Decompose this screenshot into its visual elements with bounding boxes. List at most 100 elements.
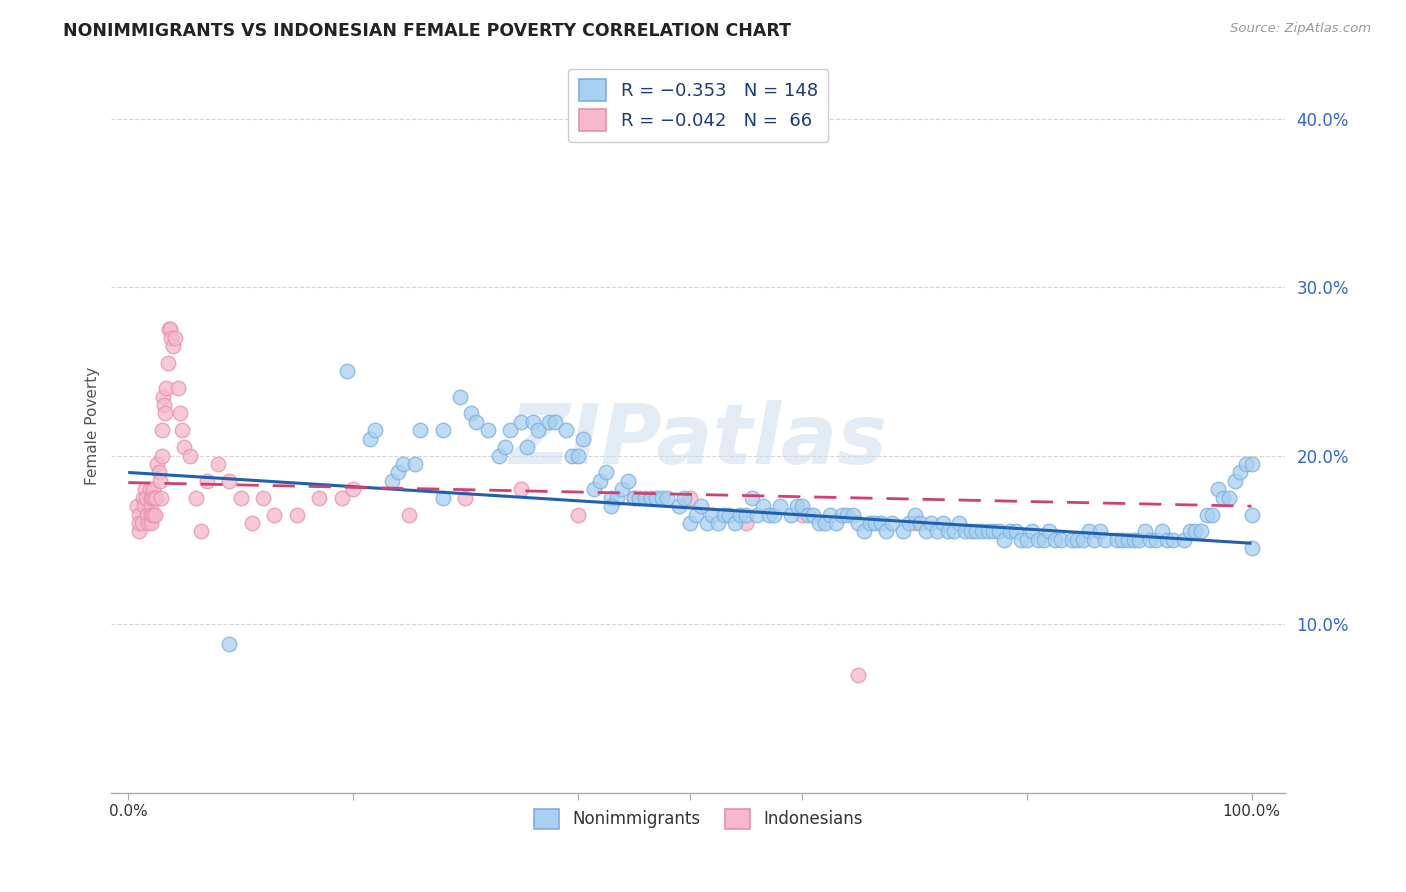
Point: [713, 508, 735, 522]
Point: [1161, 533, 1184, 547]
Point: [640, 491, 662, 505]
Point: [1240, 457, 1263, 471]
Point: [998, 524, 1021, 539]
Point: [207, 457, 229, 471]
Point: [153, 398, 176, 412]
Point: [1105, 533, 1128, 547]
Point: [920, 516, 942, 530]
Point: [1116, 533, 1139, 547]
Point: [150, 423, 173, 437]
Point: [914, 524, 936, 539]
Point: [942, 524, 965, 539]
Point: [1201, 508, 1223, 522]
Point: [128, 524, 150, 539]
Point: [1122, 533, 1144, 547]
Point: [195, 474, 218, 488]
Point: [404, 457, 426, 471]
Point: [184, 491, 207, 505]
Point: [1010, 533, 1032, 547]
Point: [1150, 524, 1173, 539]
Point: [831, 508, 853, 522]
Point: [1229, 466, 1251, 480]
Point: [981, 524, 1004, 539]
Point: [600, 491, 623, 505]
Point: [897, 516, 920, 530]
Point: [595, 466, 617, 480]
Point: [758, 508, 780, 522]
Point: [162, 339, 184, 353]
Point: [623, 491, 645, 505]
Point: [1077, 524, 1099, 539]
Point: [1240, 541, 1263, 556]
Point: [1133, 524, 1156, 539]
Point: [240, 516, 263, 530]
Point: [449, 390, 471, 404]
Point: [673, 491, 696, 505]
Text: Source: ZipAtlas.com: Source: ZipAtlas.com: [1230, 22, 1371, 36]
Point: [465, 415, 488, 429]
Point: [863, 516, 886, 530]
Point: [155, 381, 177, 395]
Point: [165, 331, 187, 345]
Point: [803, 508, 825, 522]
Point: [229, 491, 252, 505]
Point: [157, 322, 180, 336]
Point: [218, 637, 240, 651]
Point: [1015, 533, 1038, 547]
Point: [1184, 524, 1206, 539]
Point: [1049, 533, 1071, 547]
Point: [735, 508, 758, 522]
Point: [460, 407, 482, 421]
Point: [1066, 533, 1088, 547]
Point: [842, 508, 865, 522]
Point: [190, 524, 212, 539]
Point: [510, 483, 533, 497]
Point: [359, 432, 381, 446]
Point: [516, 440, 538, 454]
Point: [1156, 533, 1178, 547]
Point: [381, 474, 404, 488]
Point: [152, 390, 174, 404]
Point: [173, 440, 195, 454]
Point: [780, 508, 803, 522]
Point: [494, 440, 516, 454]
Point: [166, 381, 188, 395]
Point: [263, 508, 285, 522]
Point: [477, 423, 499, 437]
Point: [139, 508, 162, 522]
Point: [138, 483, 160, 497]
Point: [1139, 533, 1161, 547]
Point: [398, 508, 420, 522]
Point: [454, 491, 477, 505]
Point: [567, 449, 589, 463]
Text: ZIPatlas: ZIPatlas: [509, 401, 887, 482]
Point: [149, 491, 172, 505]
Point: [148, 466, 170, 480]
Point: [364, 423, 387, 437]
Point: [135, 491, 157, 505]
Point: [139, 491, 162, 505]
Point: [735, 516, 758, 530]
Point: [149, 474, 172, 488]
Point: [1218, 491, 1240, 505]
Point: [718, 508, 741, 522]
Point: [848, 516, 870, 530]
Point: [936, 524, 959, 539]
Point: [561, 449, 583, 463]
Point: [1128, 533, 1150, 547]
Point: [252, 491, 274, 505]
Point: [903, 508, 925, 522]
Point: [908, 516, 931, 530]
Point: [1094, 533, 1116, 547]
Point: [527, 423, 550, 437]
Point: [1060, 533, 1083, 547]
Point: [792, 499, 814, 513]
Point: [1234, 457, 1257, 471]
Point: [131, 516, 153, 530]
Point: [858, 516, 880, 530]
Point: [488, 449, 510, 463]
Legend: Nonimmigrants, Indonesians: Nonimmigrants, Indonesians: [527, 802, 870, 836]
Point: [645, 491, 668, 505]
Point: [160, 331, 183, 345]
Point: [814, 516, 837, 530]
